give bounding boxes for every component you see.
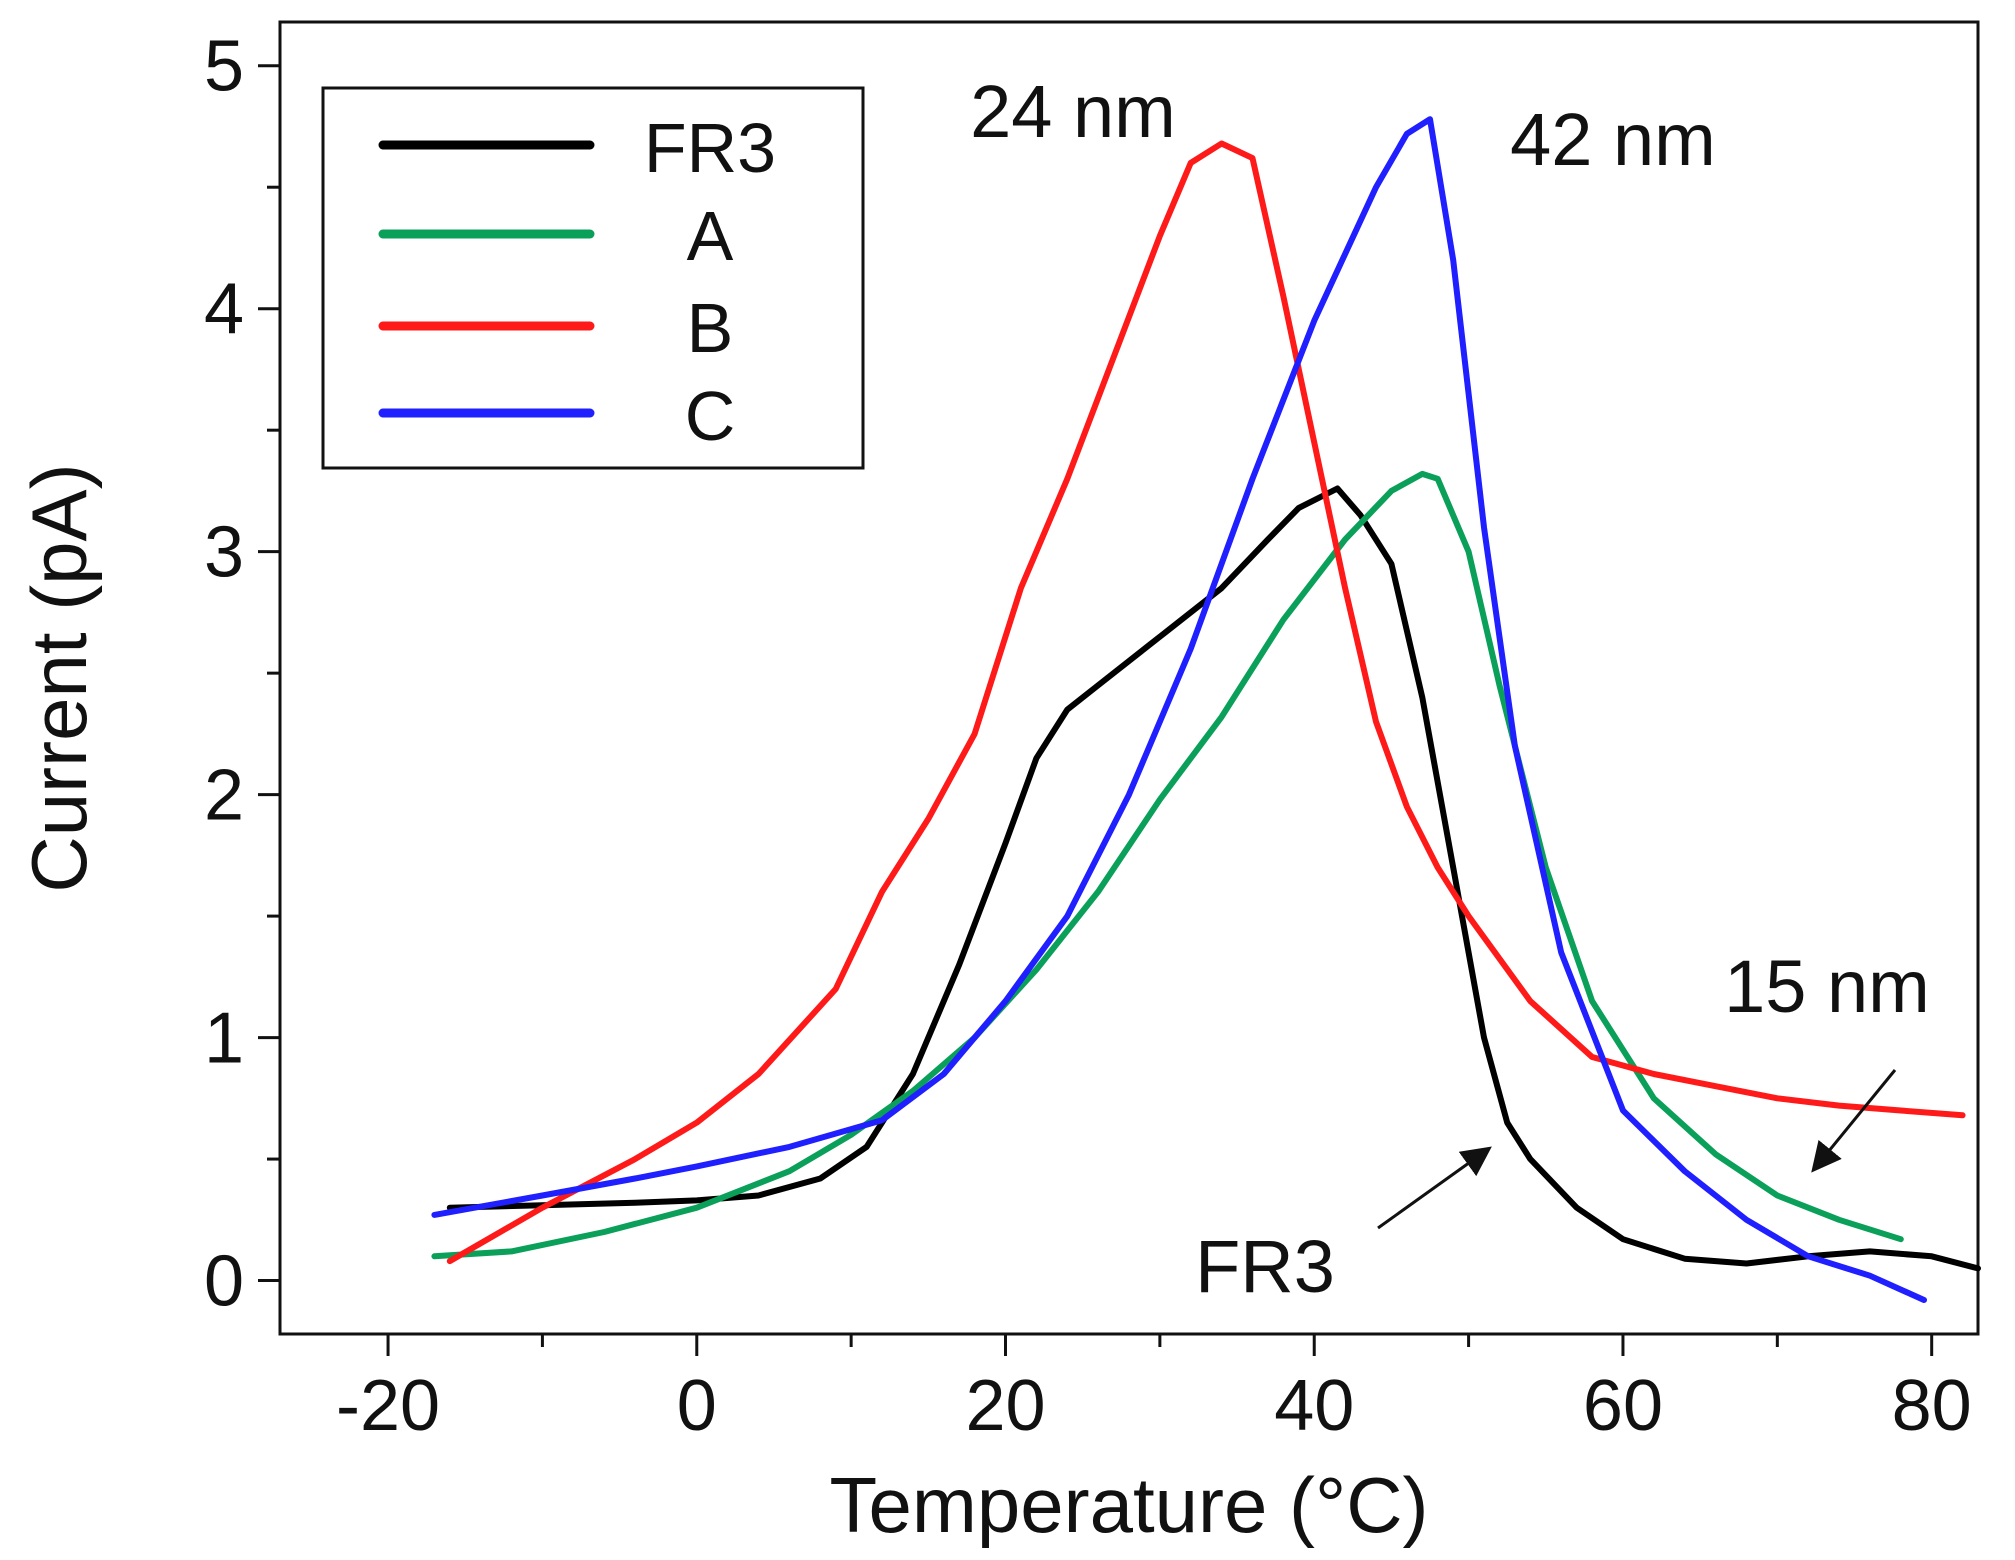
legend-label-c: C [685,377,736,455]
x-axis-ticks: -20 0 20 40 60 80 [336,1334,1972,1446]
series-lines [431,116,1981,1303]
series-line-fr3 [446,485,1981,1272]
x-tick-label: 40 [1274,1366,1354,1446]
series-line-b [446,140,1966,1265]
legend-label-a: A [687,197,734,275]
plot-frame [278,20,1980,1336]
y-tick-label: 2 [204,756,244,836]
series-line-a [431,470,1904,1260]
annotation-arrow-fr3 [1377,1146,1492,1230]
x-axis-title: Temperature (°C) [829,1461,1428,1549]
legend: FR3 A B C [321,86,865,470]
y-axis-title: Current (pA) [15,463,103,892]
x-tick-label: -20 [336,1366,440,1446]
y-tick-label: 5 [204,27,244,107]
series-line-c [431,116,1927,1303]
y-tick-label: 1 [204,999,244,1079]
legend-box [321,86,865,470]
annotation-15nm: 15 nm [1724,945,1930,1028]
legend-label-fr3: FR3 [644,109,776,187]
x-tick-label: 20 [965,1366,1045,1446]
y-tick-label: 0 [204,1242,244,1322]
annotation-42nm: 42 nm [1510,98,1716,181]
annotation-24nm: 24 nm [970,70,1176,153]
x-tick-label: 80 [1892,1366,1972,1446]
x-tick-label: 0 [677,1366,717,1446]
legend-label-b: B [687,289,734,367]
annotation-arrow-15nm [1811,1069,1897,1173]
y-tick-label: 3 [204,513,244,593]
annotation-fr3: FR3 [1195,1225,1335,1308]
y-tick-label: 4 [204,270,244,350]
x-tick-label: 60 [1583,1366,1663,1446]
y-axis-ticks: 0 1 2 3 4 5 [204,27,280,1322]
